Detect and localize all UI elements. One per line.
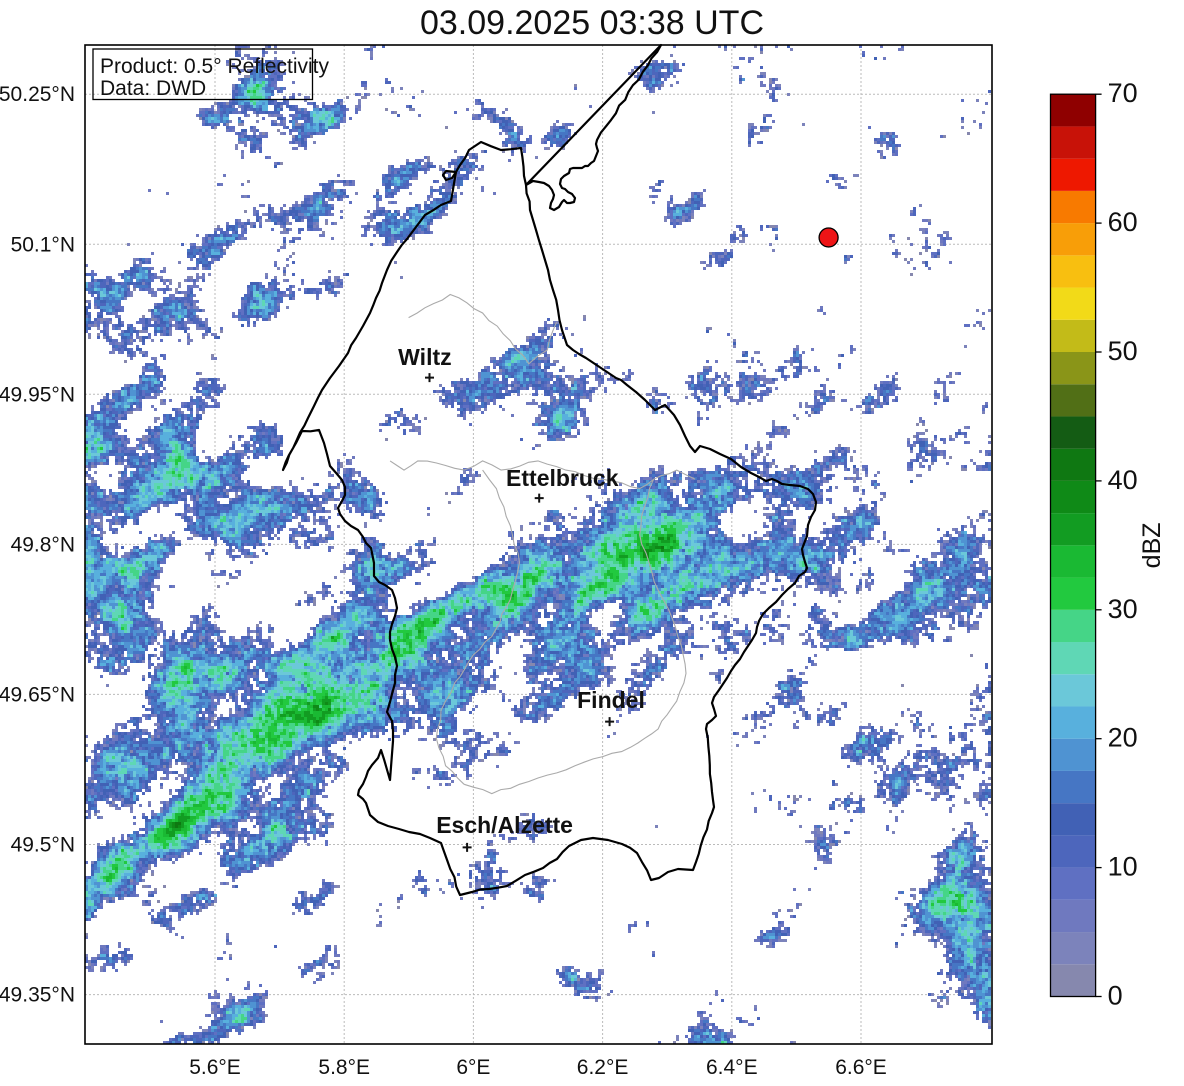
svg-text:Product: 0.5° Reflectivity: Product: 0.5° Reflectivity [100,55,329,78]
svg-text:Wiltz: Wiltz [398,344,451,370]
svg-text:6.4°E: 6.4°E [706,1056,758,1079]
svg-text:dBZ: dBZ [1138,522,1166,568]
svg-text:Findel: Findel [577,687,645,713]
svg-text:Ettelbruck: Ettelbruck [506,465,619,491]
svg-text:6.2°E: 6.2°E [577,1056,629,1079]
svg-text:70: 70 [1108,78,1138,108]
svg-text:50.25°N: 50.25°N [0,83,75,106]
svg-text:03.09.2025 03:38 UTC: 03.09.2025 03:38 UTC [420,4,764,42]
svg-text:5.6°E: 5.6°E [189,1056,241,1079]
svg-text:40: 40 [1108,465,1138,495]
svg-text:49.35°N: 49.35°N [0,984,75,1007]
svg-text:20: 20 [1108,723,1138,753]
svg-text:6.6°E: 6.6°E [835,1056,887,1079]
svg-text:49.8°N: 49.8°N [11,533,75,556]
svg-text:5.8°E: 5.8°E [318,1056,370,1079]
svg-text:0: 0 [1108,981,1123,1011]
svg-text:49.65°N: 49.65°N [0,683,75,706]
svg-text:50.1°N: 50.1°N [11,233,75,256]
svg-text:Data: DWD: Data: DWD [100,77,206,100]
svg-text:30: 30 [1108,594,1138,624]
svg-text:49.5°N: 49.5°N [11,834,75,857]
svg-text:6°E: 6°E [456,1056,490,1079]
svg-text:Esch/Alzette: Esch/Alzette [436,812,573,838]
svg-text:49.95°N: 49.95°N [0,383,75,406]
svg-text:60: 60 [1108,207,1138,237]
svg-text:50: 50 [1108,336,1138,366]
svg-text:10: 10 [1108,852,1138,882]
